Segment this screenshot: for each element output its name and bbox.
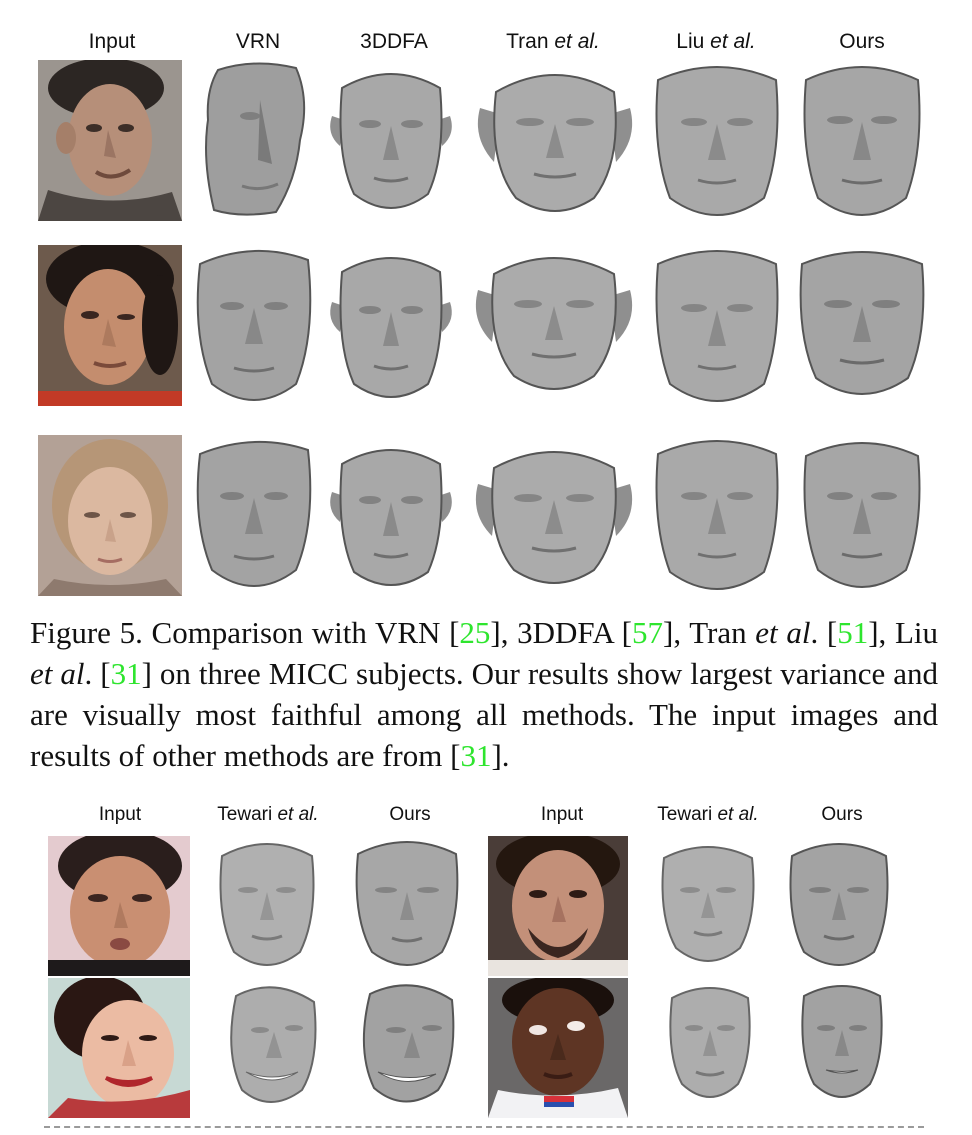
face-tran-row2-mesh <box>475 257 633 390</box>
fig6-input-photo-2 <box>48 978 190 1118</box>
fig6-left-header-input: Input <box>98 804 142 825</box>
face-3ddfa-row2-mesh <box>330 257 452 398</box>
face-liu-row2-mesh <box>655 250 779 402</box>
citation-31-second[interactable]: 31 <box>460 738 492 773</box>
caption-text-8: ]. <box>491 738 510 773</box>
input-photo-row3 <box>38 435 182 596</box>
citation-57[interactable]: 57 <box>632 615 664 650</box>
header-ours: Ours <box>839 30 885 53</box>
fig6-face-tewari-4 <box>664 982 756 1106</box>
header-tran: Tran et al. <box>482 30 624 54</box>
face-3ddfa-row3-mesh <box>330 449 452 586</box>
fig6-face-tewari-2-mesh <box>230 986 317 1103</box>
caption-text-1: Figure 5. Comparison with VRN [ <box>30 615 460 650</box>
face-liu-row3 <box>652 434 782 598</box>
fig6-face-ours-2-mesh <box>362 984 455 1103</box>
citation-25[interactable]: 25 <box>459 615 491 650</box>
face-liu-row1 <box>652 60 782 224</box>
fig6-face-tewari-3-mesh <box>661 846 755 962</box>
face-vrn-row1 <box>200 60 310 220</box>
fig6-face-ours-3-mesh <box>789 843 889 966</box>
face-3ddfa-row3 <box>322 436 460 596</box>
face-ours-row3-mesh <box>803 442 921 588</box>
face-tran-row1-mesh <box>477 74 633 212</box>
fig6-input-photo-1 <box>48 836 190 976</box>
fig6-left-tewari-name: Tewari <box>217 804 278 825</box>
header-liu-name: Liu <box>676 30 711 53</box>
fig6-face-tewari-1-mesh <box>219 843 315 966</box>
fig6-right-tewari-name: Tewari <box>657 804 718 825</box>
caption-etal-2: et al <box>30 656 85 691</box>
face-ours-row1 <box>800 60 924 224</box>
fig6-face-ours-1 <box>350 834 464 972</box>
face-3ddfa-row2 <box>322 244 460 408</box>
caption-text-4: . [ <box>810 615 838 650</box>
fig6-input-photo-4 <box>488 978 628 1118</box>
fig6-face-tewari-1 <box>214 836 320 972</box>
header-liu-etal: et al. <box>710 30 756 53</box>
header-input: Input <box>88 30 136 53</box>
face-vrn-row1-mesh <box>205 62 306 216</box>
face-3ddfa-row1 <box>322 60 460 220</box>
header-vrn: VRN <box>235 30 281 53</box>
fig6-input-photo-1-image <box>48 836 190 976</box>
input-photo-row1 <box>38 60 182 221</box>
fig6-face-ours-1-mesh <box>355 841 459 966</box>
face-vrn-row3-mesh <box>196 440 312 587</box>
face-3ddfa-row1-mesh <box>330 73 452 209</box>
face-tran-row3 <box>470 440 638 590</box>
header-liu: Liu et al. <box>652 30 780 54</box>
face-ours-row2-mesh <box>799 251 925 395</box>
caption-text-2: ], 3DDFA [ <box>490 615 633 650</box>
caption-text-6: . [ <box>84 656 111 691</box>
input-photo-row3-image <box>38 435 182 596</box>
face-tran-row3-mesh <box>475 451 633 584</box>
face-vrn-row2-mesh <box>196 249 312 401</box>
input-photo-row2 <box>38 245 182 406</box>
fig6-input-photo-4-image <box>488 978 628 1118</box>
input-photo-row2-image <box>38 245 182 406</box>
fig6-right-header-input: Input <box>540 804 584 825</box>
fig6-right-tewari-etal: et al. <box>717 804 759 825</box>
face-tran-row1 <box>472 62 638 218</box>
caption-text-7: ] on three MICC subjects. Our results sh… <box>30 656 939 773</box>
face-liu-row2 <box>652 244 782 410</box>
fig6-face-ours-4 <box>796 980 888 1106</box>
fig6-face-tewari-2 <box>224 980 320 1108</box>
fig6-left-tewari-etal: et al. <box>277 804 319 825</box>
figure-5-caption: Figure 5. Comparison with VRN [25], 3DDF… <box>30 612 938 776</box>
face-ours-row3 <box>800 436 924 596</box>
fig6-face-ours-4-mesh <box>801 985 883 1098</box>
caption-etal-1: et al <box>755 615 811 650</box>
fig6-right-header-ours: Ours <box>821 804 863 825</box>
fig6-left-header-tewari: Tewari et al. <box>200 804 336 826</box>
face-tran-row2 <box>470 246 638 396</box>
fig6-face-ours-3 <box>786 836 892 972</box>
face-ours-row2 <box>796 246 928 402</box>
citation-31[interactable]: 31 <box>110 656 142 691</box>
header-tran-name: Tran <box>506 30 555 53</box>
fig6-face-tewari-3 <box>656 840 760 968</box>
fig6-face-ours-2 <box>356 978 460 1108</box>
face-liu-row3-mesh <box>655 440 779 590</box>
input-photo-row1-image <box>38 60 182 221</box>
header-tran-etal: et al. <box>554 30 600 53</box>
fig6-input-photo-3-image <box>488 836 628 976</box>
fig6-left-header-ours: Ours <box>389 804 431 825</box>
dashed-divider <box>44 1126 924 1128</box>
fig6-face-tewari-4-mesh <box>669 987 751 1098</box>
fig6-input-photo-2-image <box>48 978 190 1118</box>
fig6-input-photo-3 <box>488 836 628 976</box>
face-vrn-row3 <box>192 436 316 596</box>
face-ours-row1-mesh <box>803 66 921 216</box>
face-liu-row1-mesh <box>655 66 779 216</box>
face-vrn-row2 <box>192 244 316 410</box>
citation-51[interactable]: 51 <box>837 615 869 650</box>
fig6-right-header-tewari: Tewari et al. <box>640 804 776 826</box>
header-3ddfa: 3DDFA <box>360 30 428 53</box>
caption-text-5: ], Liu <box>868 615 938 650</box>
caption-text-3: ], Tran <box>663 615 756 650</box>
